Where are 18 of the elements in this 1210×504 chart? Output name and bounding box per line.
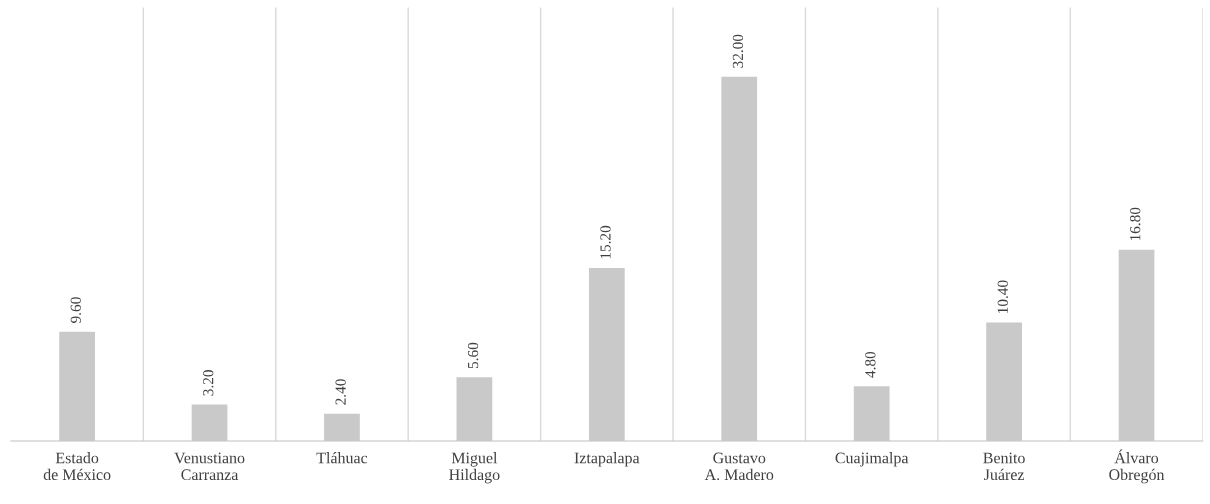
data-label: 5.60 [467,342,479,369]
data-label: 9.60 [70,297,81,323]
x-tick-label: Venustiano Carranza [174,452,245,481]
x-tick-label: Iztapalapa [574,452,640,467]
data-label: 10.40 [997,280,1008,313]
x-tick-label: Tláhuac [316,452,368,464]
data-label: 16.80 [1130,207,1141,241]
data-label: 15.20 [600,225,611,259]
x-tick-label: Cuajimalpa [835,452,909,467]
x-tick-label: Gustavo A. Madero [704,452,774,481]
data-label: 2.40 [335,379,346,405]
x-tick-label: Miguel Hildago [449,452,500,484]
data-label: 3.20 [203,370,214,396]
x-tick-label: Benito Juárez [983,452,1025,481]
data-label: 4.80 [865,351,876,378]
x-tick-label: Álvaro Obregón [1109,449,1165,484]
data-label: 32.00 [732,34,744,68]
x-tick-label: Estado de México [43,452,111,481]
